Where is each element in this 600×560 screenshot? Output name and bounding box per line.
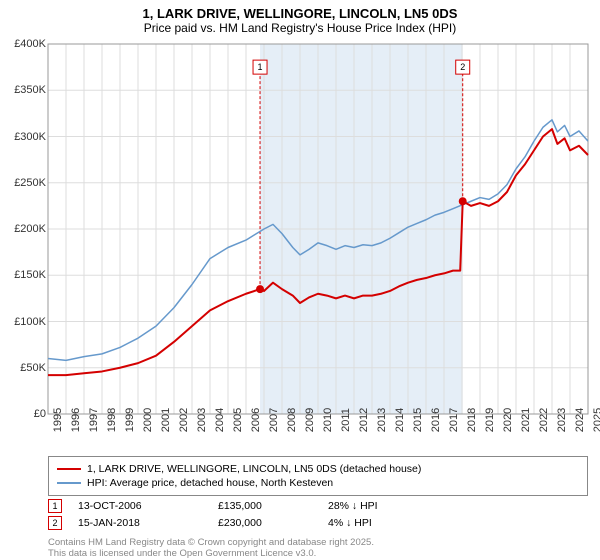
legend-box: 1, LARK DRIVE, WELLINGORE, LINCOLN, LN5 …	[48, 456, 588, 496]
svg-text:1: 1	[258, 62, 263, 72]
legend-item-hpi: HPI: Average price, detached house, Nort…	[57, 477, 579, 489]
x-tick-label: 2011	[340, 408, 352, 432]
transaction-2-diff: 4% ↓ HPI	[328, 517, 428, 529]
x-tick-label: 2002	[178, 408, 190, 432]
y-tick-label: £250K	[14, 177, 46, 189]
y-tick-label: £50K	[20, 362, 46, 374]
legend-swatch-hpi	[57, 482, 81, 484]
y-tick-label: £0	[34, 408, 46, 420]
x-tick-label: 2017	[448, 408, 460, 432]
y-tick-label: £100K	[14, 316, 46, 328]
legend-label-hpi: HPI: Average price, detached house, Nort…	[87, 477, 333, 489]
x-tick-label: 2012	[358, 408, 370, 432]
x-tick-label: 1997	[88, 408, 100, 432]
x-tick-label: 1995	[52, 408, 64, 432]
x-tick-label: 2019	[484, 408, 496, 432]
x-tick-label: 2009	[304, 408, 316, 432]
transaction-1-price: £135,000	[218, 500, 328, 512]
x-tick-label: 2016	[430, 408, 442, 432]
transaction-marker-1: 1	[48, 499, 62, 513]
x-tick-label: 2021	[520, 408, 532, 432]
transaction-table: 1 13-OCT-2006 £135,000 28% ↓ HPI 2 15-JA…	[48, 496, 428, 533]
x-tick-label: 2003	[196, 408, 208, 432]
transaction-row-2: 2 15-JAN-2018 £230,000 4% ↓ HPI	[48, 516, 428, 530]
x-tick-label: 2006	[250, 408, 262, 432]
y-tick-label: £400K	[14, 38, 46, 50]
x-tick-label: 2004	[214, 408, 226, 432]
plot-area: 12	[48, 44, 588, 414]
legend-item-price-paid: 1, LARK DRIVE, WELLINGORE, LINCOLN, LN5 …	[57, 463, 579, 475]
x-tick-label: 2007	[268, 408, 280, 432]
chart-container: 1, LARK DRIVE, WELLINGORE, LINCOLN, LN5 …	[0, 0, 600, 560]
x-tick-label: 2001	[160, 408, 172, 432]
legend-swatch-price-paid	[57, 468, 81, 470]
x-tick-label: 1999	[124, 408, 136, 432]
transaction-marker-1-num: 1	[52, 501, 57, 511]
x-tick-label: 2022	[538, 408, 550, 432]
x-tick-label: 2013	[376, 408, 388, 432]
y-tick-label: £300K	[14, 131, 46, 143]
y-tick-label: £150K	[14, 269, 46, 281]
transaction-row-1: 1 13-OCT-2006 £135,000 28% ↓ HPI	[48, 499, 428, 513]
x-tick-label: 2008	[286, 408, 298, 432]
x-tick-label: 2000	[142, 408, 154, 432]
x-tick-label: 1998	[106, 408, 118, 432]
x-tick-label: 2015	[412, 408, 424, 432]
transaction-2-date: 15-JAN-2018	[78, 517, 218, 529]
attribution: Contains HM Land Registry data © Crown c…	[48, 538, 374, 560]
x-tick-label: 2025	[592, 408, 600, 432]
x-tick-label: 1996	[70, 408, 82, 432]
x-tick-label: 2014	[394, 408, 406, 432]
plot-svg: 12	[48, 44, 588, 414]
transaction-1-date: 13-OCT-2006	[78, 500, 218, 512]
transaction-marker-2: 2	[48, 516, 62, 530]
x-tick-label: 2024	[574, 408, 586, 432]
attribution-line2: This data is licensed under the Open Gov…	[48, 549, 374, 560]
chart-title-line2: Price paid vs. HM Land Registry's House …	[0, 21, 600, 39]
chart-title-line1: 1, LARK DRIVE, WELLINGORE, LINCOLN, LN5 …	[0, 0, 600, 21]
x-tick-label: 2020	[502, 408, 514, 432]
x-tick-label: 2005	[232, 408, 244, 432]
x-tick-label: 2018	[466, 408, 478, 432]
svg-text:2: 2	[460, 62, 465, 72]
transaction-marker-2-num: 2	[52, 518, 57, 528]
x-tick-label: 2023	[556, 408, 568, 432]
y-tick-label: £200K	[14, 223, 46, 235]
y-tick-label: £350K	[14, 84, 46, 96]
legend-label-price-paid: 1, LARK DRIVE, WELLINGORE, LINCOLN, LN5 …	[87, 463, 421, 475]
transaction-1-diff: 28% ↓ HPI	[328, 500, 428, 512]
transaction-2-price: £230,000	[218, 517, 328, 529]
x-tick-label: 2010	[322, 408, 334, 432]
